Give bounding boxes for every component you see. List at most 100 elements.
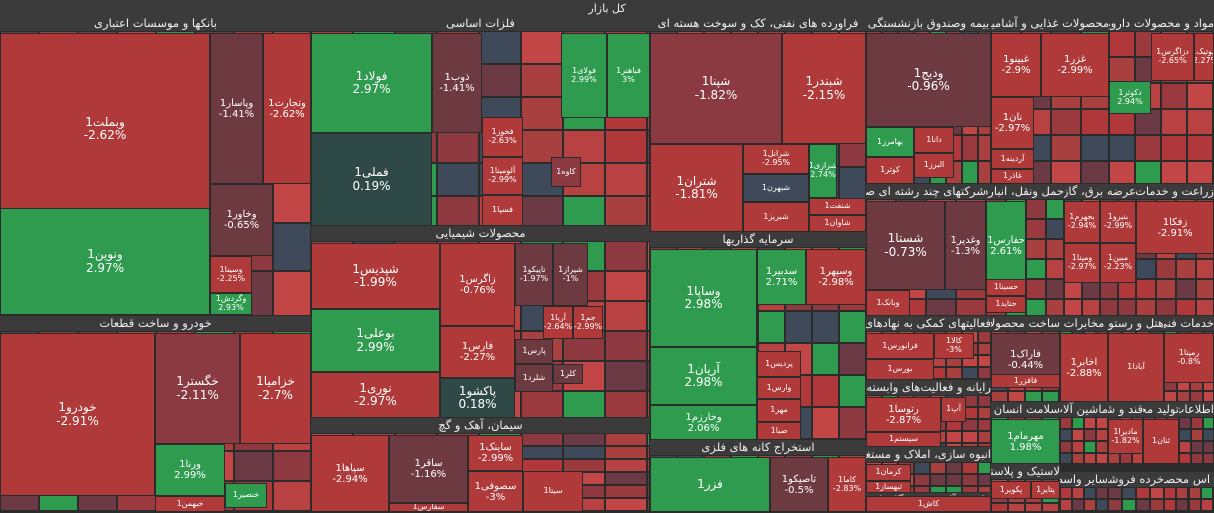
ticker-tile[interactable]: حتاید1 — [986, 296, 1026, 313]
mini-tile[interactable] — [1064, 299, 1082, 316]
mini-tile[interactable] — [1179, 417, 1191, 429]
mini-tile[interactable] — [1072, 487, 1084, 499]
ticker-tile[interactable]: فباهنر1 3% — [607, 33, 650, 118]
mini-tile[interactable] — [946, 462, 962, 474]
mini-tile[interactable] — [1176, 259, 1196, 279]
ticker-tile[interactable]: خبهمن1 — [155, 496, 225, 512]
mini-tile[interactable] — [926, 299, 956, 316]
mini-tile[interactable] — [1191, 417, 1203, 429]
mini-tile[interactable] — [1026, 219, 1046, 239]
mini-tile[interactable] — [914, 474, 930, 486]
mini-tile[interactable] — [1135, 161, 1161, 184]
mini-tile[interactable] — [1081, 109, 1109, 135]
mini-tile[interactable] — [1046, 299, 1064, 316]
mini-tile[interactable] — [1060, 453, 1072, 464]
ticker-tile[interactable]: شبریز1 — [743, 202, 809, 232]
mini-tile[interactable] — [273, 451, 311, 481]
mini-tile[interactable] — [521, 446, 563, 459]
mini-tile[interactable] — [1096, 429, 1108, 441]
ticker-tile[interactable]: وخاور1 -0.65% — [210, 184, 273, 256]
ticker-tile[interactable]: شبندر1 -2.15% — [782, 33, 866, 144]
ticker-tile[interactable]: آپ1 — [941, 397, 966, 422]
mini-tile[interactable] — [1096, 453, 1108, 464]
ticker-tile[interactable]: خودرو1 -2.91% — [0, 333, 155, 496]
mini-tile[interactable] — [234, 451, 273, 481]
mini-tile[interactable] — [605, 331, 647, 361]
mini-tile[interactable] — [1109, 135, 1135, 161]
ticker-tile[interactable]: فارس1 -2.27% — [440, 326, 515, 378]
mini-tile[interactable] — [1025, 503, 1042, 512]
mini-tile[interactable] — [479, 31, 521, 64]
mini-tile[interactable] — [1109, 31, 1135, 57]
ticker-tile[interactable]: کرمان1 — [866, 464, 911, 481]
ticker-tile[interactable]: حفارس1 2.61% — [986, 201, 1026, 291]
mini-tile[interactable] — [1084, 441, 1096, 453]
ticker-tile[interactable]: ساقر1 -1.16% — [389, 435, 468, 503]
mini-tile[interactable] — [962, 462, 978, 474]
mini-tile[interactable] — [1096, 487, 1108, 499]
ticker-tile[interactable]: ونوین1 2.97% — [0, 208, 210, 315]
ticker-tile[interactable]: خنصیر1 — [225, 483, 267, 508]
mini-tile[interactable] — [273, 271, 311, 316]
mini-tile[interactable] — [978, 407, 991, 419]
ticker-tile[interactable]: زاگرس1 -0.76% — [440, 243, 515, 326]
mini-tile[interactable] — [273, 223, 311, 271]
mini-tile[interactable] — [1025, 391, 1042, 402]
ticker-tile[interactable]: بهامرز1 — [866, 127, 914, 157]
mini-tile[interactable] — [647, 241, 650, 271]
mini-tile[interactable] — [1046, 259, 1064, 279]
mini-tile[interactable] — [946, 367, 962, 379]
ticker-tile[interactable]: شرانل1 -2.95% — [743, 144, 809, 174]
ticker-tile[interactable]: دانا1 — [914, 127, 954, 153]
mini-tile[interactable] — [437, 163, 479, 196]
mini-tile[interactable] — [978, 161, 991, 184]
mini-tile[interactable] — [605, 433, 647, 446]
mini-tile[interactable] — [1176, 299, 1196, 316]
mini-tile[interactable] — [1008, 503, 1025, 512]
mini-tile[interactable] — [1081, 135, 1109, 161]
mini-tile[interactable] — [978, 462, 991, 474]
mini-tile[interactable] — [605, 498, 647, 511]
mini-tile[interactable] — [962, 161, 978, 184]
mini-tile[interactable] — [563, 391, 605, 418]
mini-tile[interactable] — [1164, 499, 1176, 511]
mini-tile[interactable] — [479, 64, 521, 97]
mini-tile[interactable] — [978, 486, 991, 493]
mini-tile[interactable] — [1096, 441, 1108, 453]
mini-tile[interactable] — [1108, 453, 1120, 464]
mini-tile[interactable] — [839, 375, 866, 407]
mini-tile[interactable] — [273, 481, 311, 511]
mini-tile[interactable] — [1161, 135, 1187, 161]
mini-tile[interactable] — [1164, 487, 1176, 499]
mini-tile[interactable] — [647, 331, 650, 361]
mini-tile[interactable] — [930, 462, 946, 474]
mini-tile[interactable] — [1084, 417, 1096, 429]
mini-tile[interactable] — [1203, 391, 1214, 402]
ticker-tile[interactable]: کاوه1 — [551, 157, 581, 187]
mini-tile[interactable] — [962, 474, 978, 486]
mini-tile[interactable] — [1203, 453, 1214, 464]
ticker-tile[interactable]: فولاد1 2.97% — [311, 33, 432, 133]
mini-tile[interactable] — [1072, 441, 1084, 453]
mini-tile[interactable] — [605, 391, 647, 418]
mini-tile[interactable] — [1164, 391, 1177, 402]
ticker-tile[interactable]: غاذر1 — [991, 169, 1034, 184]
mini-tile[interactable] — [1176, 487, 1188, 499]
mini-tile[interactable] — [1096, 417, 1108, 429]
mini-tile[interactable] — [839, 407, 866, 439]
mini-tile[interactable] — [605, 163, 647, 196]
mini-tile[interactable] — [1051, 109, 1081, 135]
ticker-tile[interactable]: کاما1 -2.83% — [828, 457, 866, 512]
mini-tile[interactable] — [1084, 487, 1096, 499]
mini-tile[interactable] — [962, 443, 978, 447]
mini-tile[interactable] — [1136, 259, 1156, 279]
mini-tile[interactable] — [1026, 239, 1046, 259]
mini-tile[interactable] — [978, 474, 991, 486]
ticker-tile[interactable]: پارس1 — [515, 339, 553, 364]
mini-tile[interactable] — [946, 474, 962, 486]
mini-tile[interactable] — [839, 311, 866, 343]
mini-tile[interactable] — [1081, 161, 1109, 184]
mini-tile[interactable] — [1108, 487, 1122, 499]
mini-tile[interactable] — [1176, 279, 1196, 299]
mini-tile[interactable] — [1161, 83, 1187, 109]
